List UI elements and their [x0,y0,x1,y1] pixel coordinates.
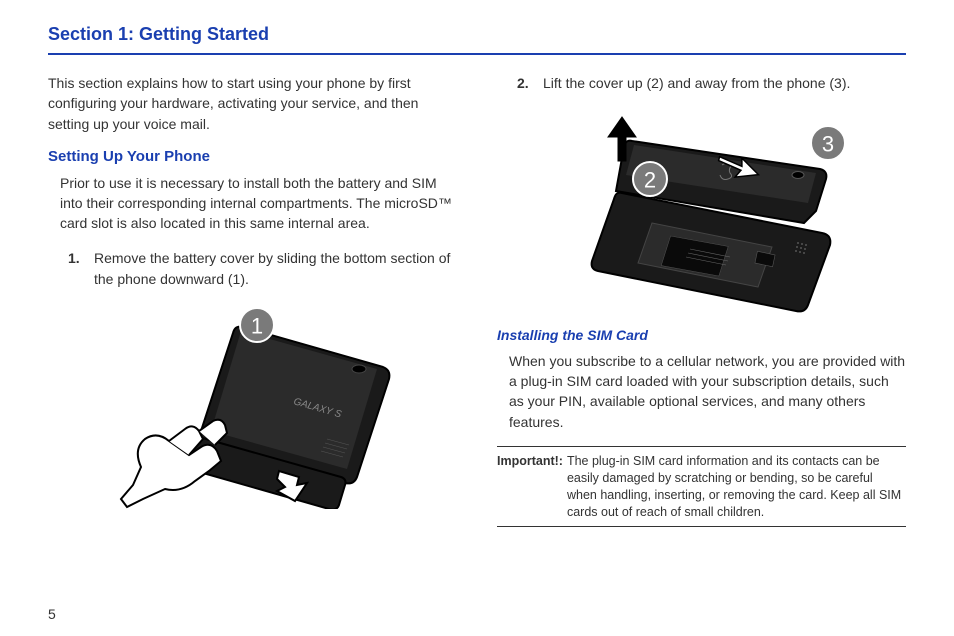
step-2-text: Lift the cover up (2) and away from the … [543,73,906,95]
left-column: This section explains how to start using… [48,73,457,527]
sim-paragraph: When you subscribe to a cellular network… [497,351,906,432]
setup-intro: Prior to use it is necessary to install … [48,173,457,234]
step-2: 2. Lift the cover up (2) and away from t… [497,73,906,95]
hand-icon [121,420,227,507]
step-2-number: 2. [517,73,543,95]
badge-3-icon: 3 [811,126,845,160]
page-number: 5 [48,606,56,622]
step-1: 1. Remove the battery cover by sliding t… [48,248,457,291]
svg-text:1: 1 [250,314,262,339]
step-1-text: Remove the battery cover by sliding the … [94,248,457,291]
important-body: The plug-in SIM card information and its… [567,453,906,521]
setting-up-heading: Setting Up Your Phone [48,148,457,165]
illustration-2: 2 3 [497,103,906,313]
installing-sim-heading: Installing the SIM Card [497,327,906,343]
intro-paragraph: This section explains how to start using… [48,73,457,134]
content-columns: This section explains how to start using… [48,73,906,527]
phone-lift-cover-icon: 2 3 [532,103,872,313]
important-label: Important!: [497,453,567,521]
svg-text:3: 3 [821,131,833,156]
step-1-number: 1. [68,248,94,291]
badge-2-icon: 2 [633,162,667,196]
badge-1-icon: 1 [240,308,274,342]
illustration-1: GALAXY S [48,299,457,509]
right-column: 2. Lift the cover up (2) and away from t… [497,73,906,527]
important-note: Important!: The plug-in SIM card informa… [497,446,906,528]
svg-text:2: 2 [643,167,655,192]
phone-slide-cover-icon: GALAXY S [103,299,403,509]
section-title: Section 1: Getting Started [48,24,906,55]
